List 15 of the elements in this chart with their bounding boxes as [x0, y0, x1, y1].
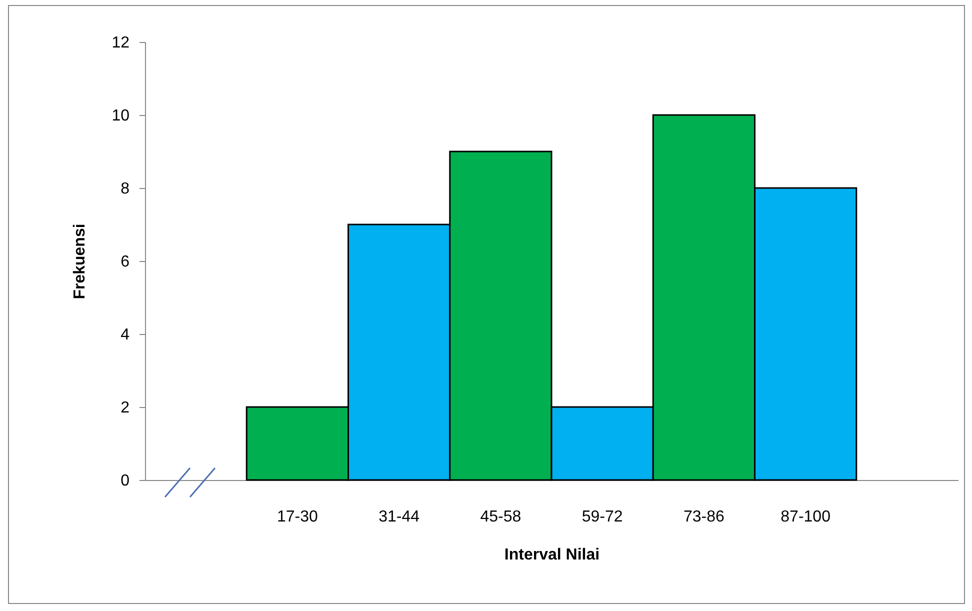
x-tick-label: 73-86 — [683, 508, 724, 526]
y-tick-label: 2 — [120, 400, 130, 416]
x-tick-label: 31-44 — [378, 508, 420, 526]
y-tick-label: 0 — [120, 472, 130, 490]
y-axis-title: Frekuensi — [72, 224, 89, 300]
y-tick-label: 4 — [120, 326, 130, 344]
x-tick-label: 59-72 — [582, 508, 623, 526]
x-axis-title: Interval Nilai — [504, 546, 600, 564]
x-tick-label: 45-58 — [480, 508, 522, 526]
y-tick-label: 12 — [112, 34, 130, 52]
y-tick-label: 6 — [120, 254, 130, 270]
y-tick-label: 8 — [120, 180, 130, 198]
x-tick-label: 17-30 — [276, 508, 318, 526]
x-tick-label: 87-100 — [780, 508, 831, 526]
y-tick-label: 10 — [112, 108, 130, 124]
